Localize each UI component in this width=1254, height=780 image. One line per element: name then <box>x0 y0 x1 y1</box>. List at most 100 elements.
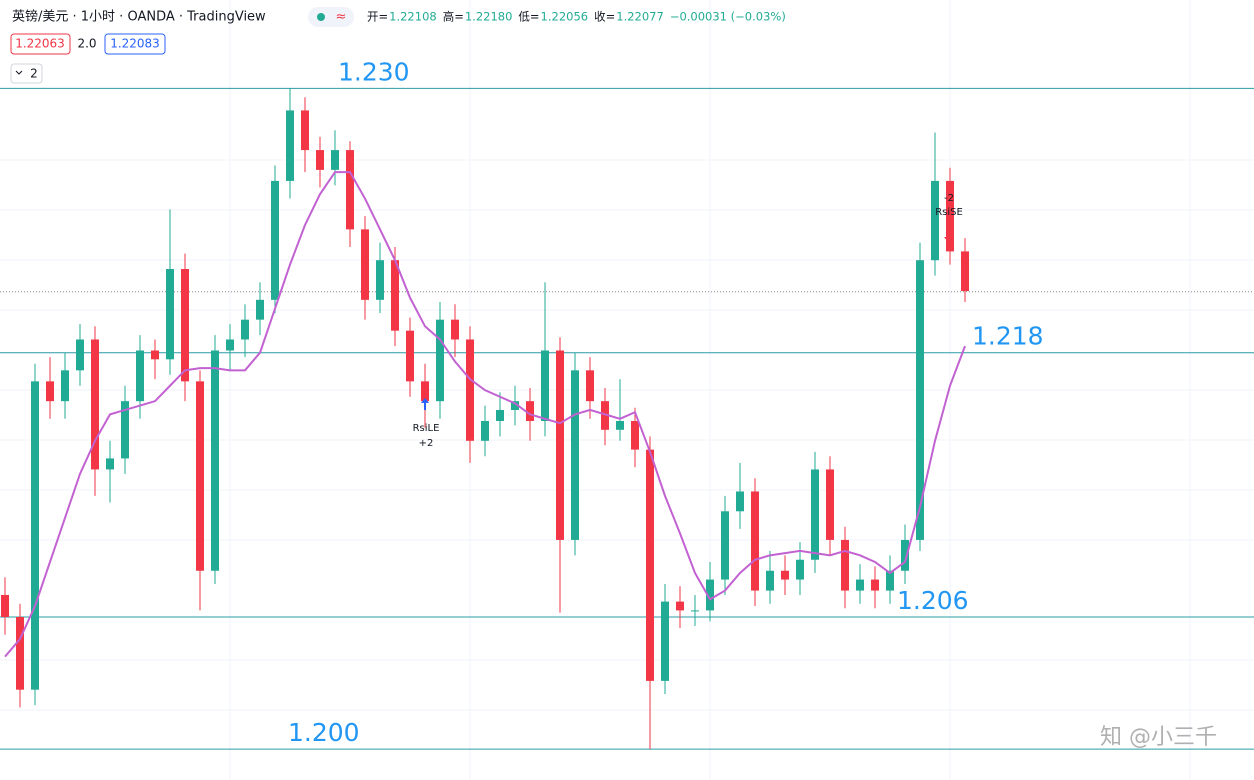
candle-body <box>46 381 54 402</box>
candle-body <box>661 601 669 681</box>
legend-header: 英镑/美元 · 1小时 · OANDA · TradingView ≈ 开= 1.… <box>10 7 786 84</box>
candle-body <box>601 401 609 430</box>
candle-body <box>451 319 459 340</box>
candle-body <box>346 150 354 230</box>
candle-body <box>886 570 894 591</box>
candle-body <box>226 339 234 351</box>
ohlc-value: 1.22077 <box>616 10 664 24</box>
candle-body <box>751 491 759 591</box>
plot-area: 1.230 1.218 1.206 1.200 RsiLE +2 RsiSE -2 <box>0 57 1254 750</box>
candle-body <box>166 269 174 360</box>
candle-body <box>856 579 864 591</box>
candle-body <box>766 570 774 591</box>
candle-body <box>556 350 564 540</box>
ohlc-values: 开= 1.22108 高= 1.22180 低= 1.22056 收= 1.22077 −0.0… <box>367 10 786 24</box>
level-label: 1.206 <box>897 586 969 615</box>
candle-body <box>421 381 429 402</box>
candle-body <box>931 180 939 261</box>
candle-body <box>136 350 144 402</box>
ohlc-value: 1.22108 <box>389 10 437 24</box>
candle-body <box>721 511 729 580</box>
spread: 2.0 <box>77 37 96 51</box>
candle-body <box>841 539 849 591</box>
signal-arrow <box>944 230 952 242</box>
candle-body <box>241 319 249 340</box>
candle-body <box>916 260 924 540</box>
ohlc-label: 开= <box>367 10 388 24</box>
candle-body <box>781 570 789 580</box>
candle-body <box>496 409 504 421</box>
bid-box[interactable] <box>10 33 71 55</box>
candle-body <box>676 601 684 611</box>
status-dot <box>317 13 325 21</box>
candle-body <box>631 420 639 450</box>
candle-body <box>796 559 804 580</box>
signal-label: RsiSE <box>935 207 963 218</box>
candle-body <box>181 269 189 382</box>
candle-body <box>826 469 834 540</box>
bid-price: 1.22063 <box>15 37 65 51</box>
candle-body <box>511 401 519 410</box>
candle-body <box>106 458 114 470</box>
change: −0.00031 (−0.03%) <box>670 10 786 24</box>
ohlc-label: 低= <box>518 10 539 24</box>
indicator-count: 2 <box>30 67 38 81</box>
candle-body <box>376 260 384 300</box>
candle-body <box>391 260 399 331</box>
chevron <box>15 70 23 75</box>
symbol-title: 英镑/美元 · 1小时 · OANDA · TradingView <box>12 9 266 25</box>
candle-body <box>466 339 474 441</box>
candle-body <box>946 180 954 252</box>
candle-body <box>16 617 24 690</box>
candle-body <box>706 579 714 611</box>
candle-body <box>196 381 204 571</box>
candle-body <box>811 469 819 560</box>
candle-body <box>616 420 624 430</box>
ask-box[interactable] <box>104 33 166 55</box>
ask-price: 1.22083 <box>110 37 160 51</box>
candle-body <box>586 370 594 402</box>
candle-body <box>91 339 99 470</box>
candle-body <box>406 330 414 382</box>
candle-body <box>61 370 69 402</box>
candle-body <box>331 150 339 170</box>
candle-body <box>301 110 309 151</box>
candle-body <box>256 299 264 320</box>
candle-body <box>316 150 324 170</box>
candle-body <box>871 579 879 591</box>
signal-qty: -2 <box>944 193 954 204</box>
candle-body <box>526 401 534 421</box>
candle-body <box>361 229 369 300</box>
signal-arrow <box>421 398 429 410</box>
candle-body <box>481 420 489 441</box>
ohlc-label: 收= <box>594 10 615 24</box>
level-label: 1.200 <box>288 718 360 747</box>
candle-body <box>31 381 39 690</box>
candle-body <box>961 251 969 292</box>
candle-body <box>541 350 549 421</box>
candle-body <box>571 370 579 540</box>
moving-average <box>4 171 966 658</box>
status-icon: ≈ <box>336 10 347 25</box>
candle-body <box>286 110 294 181</box>
candle-body <box>436 319 444 402</box>
level-label: 1.218 <box>972 322 1044 351</box>
candle-body <box>646 449 654 681</box>
indicator-toggle[interactable] <box>10 63 43 84</box>
watermark: 知 @小三千 <box>1100 725 1217 750</box>
ohlc-value: 1.22180 <box>465 10 513 24</box>
candle-body <box>901 539 909 571</box>
status-badge[interactable] <box>308 7 354 27</box>
level-label: 1.230 <box>338 57 410 86</box>
candle-body <box>211 350 219 571</box>
ohlc-value: 1.22056 <box>541 10 589 24</box>
candle-body <box>736 491 744 512</box>
candle-body <box>151 350 159 360</box>
candle-body <box>271 180 279 300</box>
signal-label: RsiLE <box>413 423 440 434</box>
candle-body <box>121 401 129 459</box>
ohlc-label: 高= <box>443 10 464 24</box>
candle-body <box>691 610 699 612</box>
